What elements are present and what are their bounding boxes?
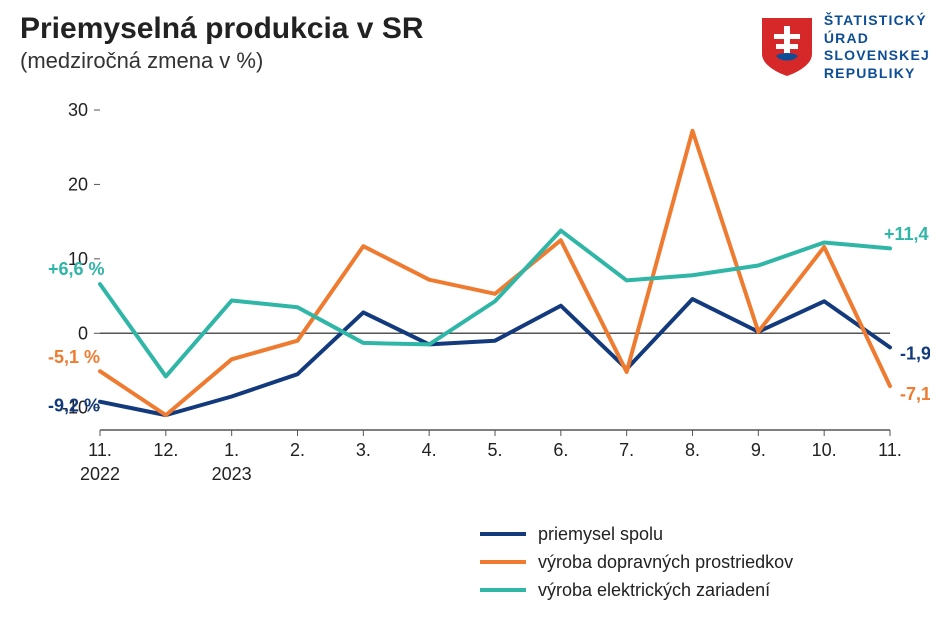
logo-text-line4: REPUBLIKY (824, 65, 930, 83)
logo: ŠTATISTICKÝ ÚRAD SLOVENSKEJ REPUBLIKY (760, 12, 930, 82)
logo-text: ŠTATISTICKÝ ÚRAD SLOVENSKEJ REPUBLIKY (824, 12, 930, 82)
x-tick-label: 6. (553, 440, 568, 460)
x-tick-label: 11. (88, 440, 112, 460)
x-year-label: 2023 (212, 464, 252, 484)
series-end-label: -1,9 % (900, 343, 930, 363)
shield-icon (760, 16, 814, 78)
chart-subtitle: (medziročná zmena v %) (20, 48, 424, 74)
y-tick-label: 0 (78, 323, 88, 343)
x-tick-label: 4. (422, 440, 437, 460)
legend-item: výroba dopravných prostriedkov (480, 548, 793, 576)
series-line (100, 231, 890, 377)
legend-label: výroba elektrických zariadení (538, 580, 770, 601)
x-year-label: 2022 (80, 464, 120, 484)
x-tick-label: 1. (224, 440, 239, 460)
y-tick-label: 20 (68, 174, 88, 194)
legend-label: priemysel spolu (538, 524, 663, 545)
x-tick-label: 9. (751, 440, 766, 460)
x-tick-label: 11. (878, 440, 902, 460)
series-start-label: +6,6 % (48, 259, 105, 279)
legend: priemysel spolu výroba dopravných prostri… (480, 520, 793, 604)
x-tick-label: 10. (812, 440, 837, 460)
x-tick-label: 5. (487, 440, 502, 460)
legend-swatch (480, 588, 526, 592)
x-tick-label: 12. (153, 440, 178, 460)
legend-item: výroba elektrických zariadení (480, 576, 793, 604)
chart-title: Priemyselná produkcia v SR (20, 12, 424, 46)
series-start-label: -5,1 % (48, 347, 100, 367)
legend-label: výroba dopravných prostriedkov (538, 552, 793, 573)
legend-swatch (480, 560, 526, 564)
series-line (100, 131, 890, 415)
series-end-label: -7,1 % (900, 384, 930, 404)
line-chart: -10010203011.12.1.2.3.4.5.6.7.8.9.10.11.… (20, 100, 930, 500)
legend-item: priemysel spolu (480, 520, 793, 548)
header: Priemyselná produkcia v SR (medziročná z… (20, 12, 424, 74)
logo-text-line1: ŠTATISTICKÝ (824, 12, 930, 30)
series-end-label: +11,4 % (884, 224, 930, 244)
chart-svg: -10010203011.12.1.2.3.4.5.6.7.8.9.10.11.… (20, 100, 930, 500)
series-start-label: -9,2 % (48, 395, 100, 415)
page-root: Priemyselná produkcia v SR (medziročná z… (0, 0, 950, 617)
x-tick-label: 8. (685, 440, 700, 460)
legend-swatch (480, 532, 526, 536)
x-tick-label: 7. (619, 440, 634, 460)
logo-text-line3: SLOVENSKEJ (824, 47, 930, 65)
y-tick-label: 30 (68, 100, 88, 120)
x-tick-label: 2. (290, 440, 305, 460)
logo-text-line2: ÚRAD (824, 30, 930, 48)
x-tick-label: 3. (356, 440, 371, 460)
